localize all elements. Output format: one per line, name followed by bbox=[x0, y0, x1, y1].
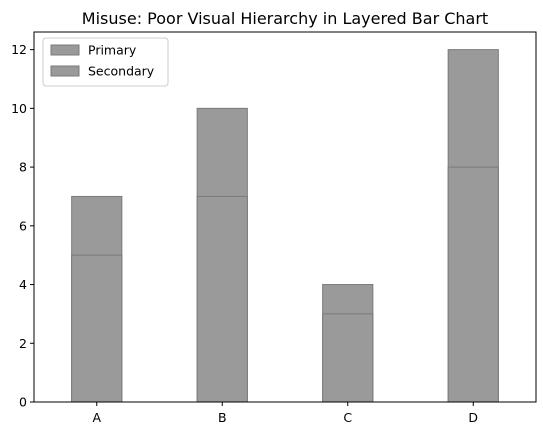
x-tick-label: C bbox=[343, 410, 352, 425]
chart-marks bbox=[71, 49, 499, 403]
legend-swatch-secondary bbox=[50, 65, 80, 77]
y-tick-label: 4 bbox=[19, 277, 27, 292]
x-tick-label: B bbox=[218, 410, 227, 425]
chart-legend: Primary Secondary bbox=[42, 37, 169, 87]
x-tick-label: A bbox=[92, 410, 101, 425]
plot-frame bbox=[33, 31, 537, 403]
legend-label-secondary: Secondary bbox=[88, 64, 155, 79]
y-tick-label: 10 bbox=[11, 101, 27, 116]
y-tick-label: 2 bbox=[19, 336, 27, 351]
bar-primary-a bbox=[71, 254, 123, 403]
x-tick-label: D bbox=[468, 410, 478, 425]
legend-label-primary: Primary bbox=[88, 43, 137, 58]
y-tick-label: 6 bbox=[19, 218, 27, 233]
y-tick-label: 12 bbox=[11, 42, 27, 57]
chart-title: Misuse: Poor Visual Hierarchy in Layered… bbox=[82, 9, 488, 28]
chart-axes: 0 2 4 6 8 10 12 A B C D bbox=[11, 31, 537, 425]
bar-primary-d bbox=[447, 166, 499, 403]
y-tick-label: 8 bbox=[19, 160, 27, 175]
bar-primary-c bbox=[322, 313, 374, 403]
bar-primary-b bbox=[196, 195, 248, 403]
y-tick-label: 0 bbox=[19, 395, 27, 410]
legend-swatch-primary bbox=[50, 44, 80, 56]
